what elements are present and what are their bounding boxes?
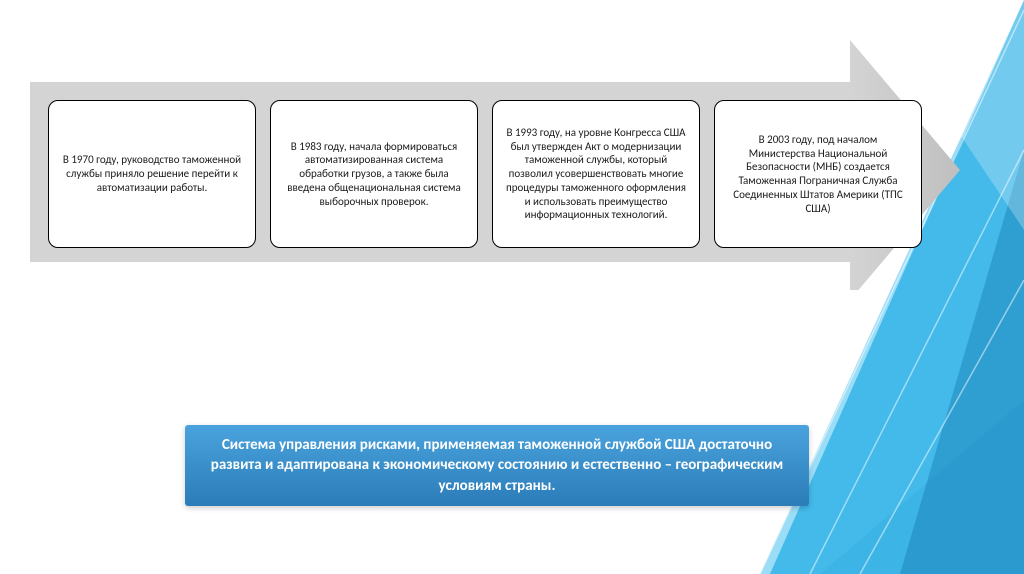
timeline-text: В 1993 году, на уровне Конгресса США был… (505, 126, 687, 222)
timeline-boxes: В 1970 году, руководство таможенной служ… (48, 100, 922, 248)
timeline-text: В 2003 году, под началом Министерства На… (727, 133, 909, 216)
timeline-box-1993: В 1993 году, на уровне Конгресса США был… (492, 100, 700, 248)
summary-text: Система управления рисками, применяемая … (211, 436, 783, 495)
timeline-text: В 1970 году, руководство таможенной служ… (61, 153, 243, 194)
summary-callout: Система управления рисками, применяемая … (185, 425, 809, 506)
timeline-text: В 1983 году, начала формироваться автома… (283, 140, 465, 209)
timeline-arrow-container: В 1970 году, руководство таможенной служ… (30, 40, 960, 290)
timeline-box-1983: В 1983 году, начала формироваться автома… (270, 100, 478, 248)
timeline-box-2003: В 2003 году, под началом Министерства На… (714, 100, 922, 248)
timeline-box-1970: В 1970 году, руководство таможенной служ… (48, 100, 256, 248)
